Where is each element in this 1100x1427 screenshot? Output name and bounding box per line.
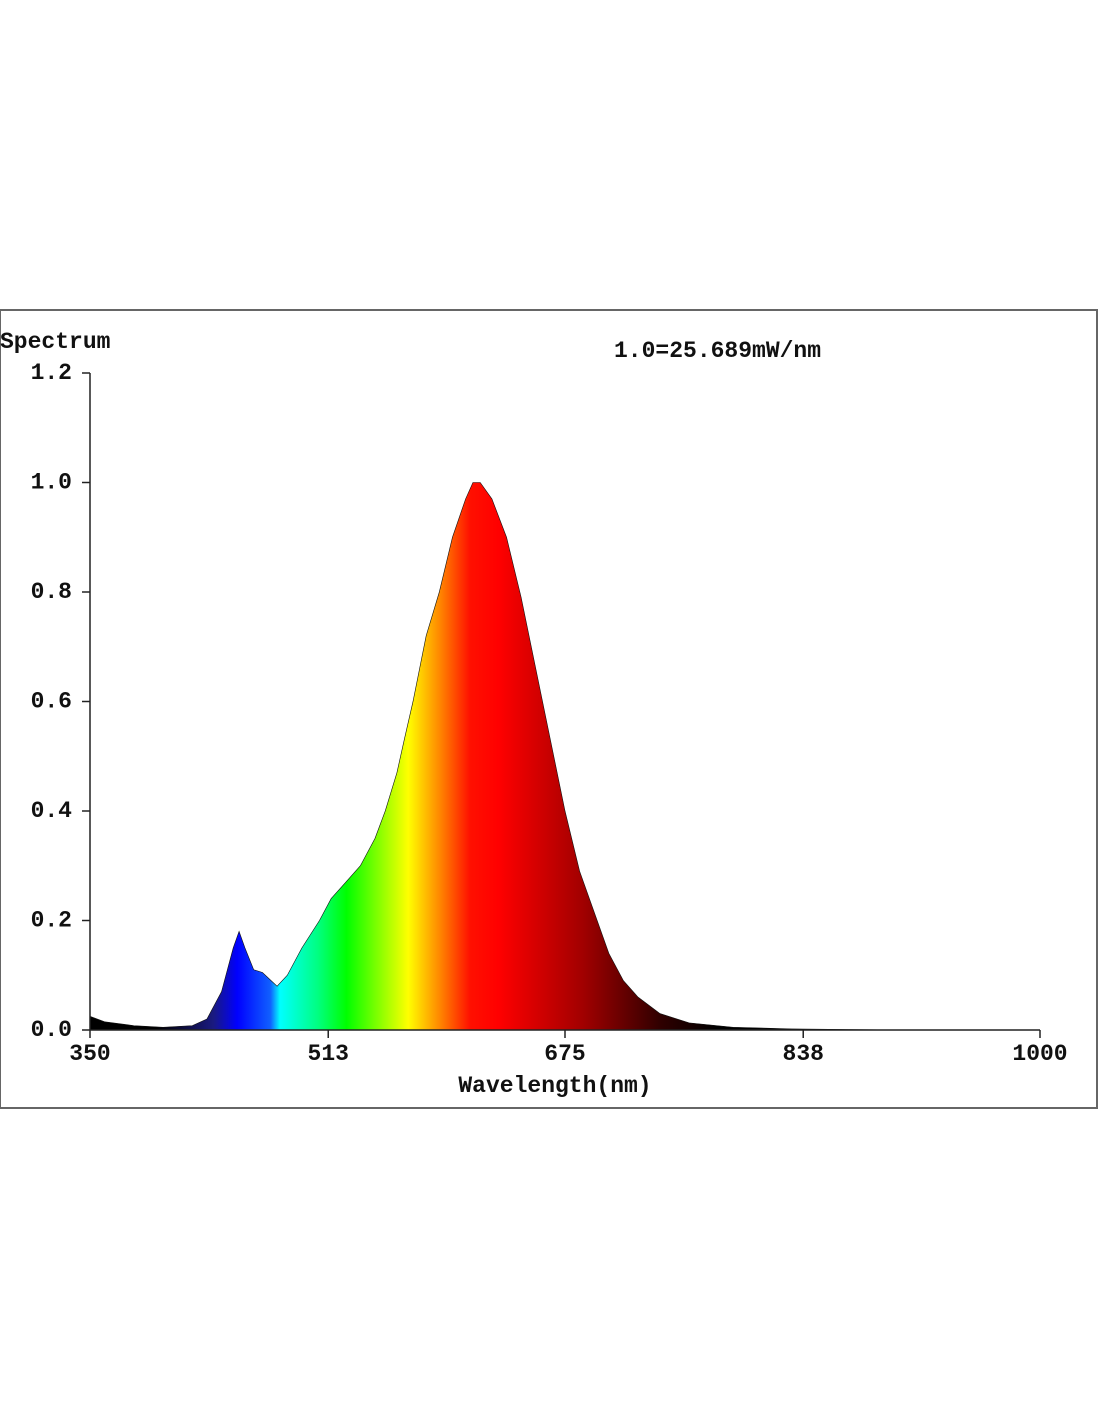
y-tick-label: 0.0 bbox=[31, 1017, 72, 1043]
y-tick-label: 0.6 bbox=[31, 689, 72, 715]
y-tick-label: 0.2 bbox=[31, 908, 72, 934]
y-tick-label: 0.8 bbox=[31, 579, 72, 605]
x-tick-label: 350 bbox=[69, 1041, 110, 1067]
x-tick-label: 838 bbox=[783, 1041, 824, 1067]
x-axis-label: Wavelength(nm) bbox=[458, 1073, 651, 1099]
y-tick-label: 0.4 bbox=[31, 798, 73, 824]
spectrum-area bbox=[89, 482, 1040, 1031]
x-tick-label: 513 bbox=[308, 1041, 349, 1067]
x-tick-label: 675 bbox=[544, 1041, 585, 1067]
annotation: 1.0=25.689mW/nm bbox=[614, 338, 821, 364]
plot: 0.0 0.2 0.4 0.6 0.8 1.0 1.2 350 513 675 838 1000 bbox=[31, 360, 1068, 1067]
x-tick-label: 1000 bbox=[1012, 1041, 1067, 1067]
y-tick-label: 1.0 bbox=[31, 470, 72, 496]
frame bbox=[0, 309, 1098, 1109]
y-tick-label: 1.2 bbox=[31, 360, 72, 386]
y-axis-label: Spectrum bbox=[0, 329, 110, 355]
